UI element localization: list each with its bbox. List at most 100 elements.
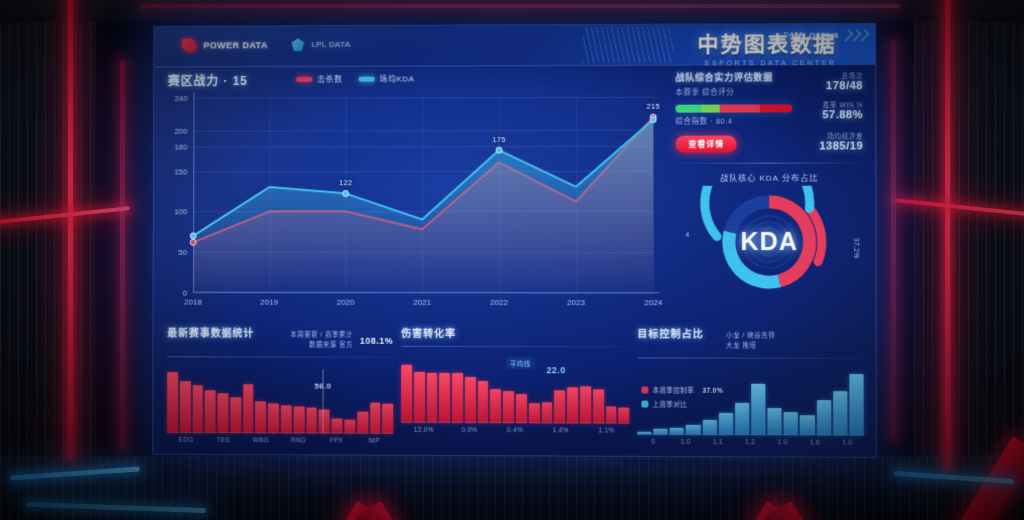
card-legend-1[interactable]: 上赛季对比 [641, 398, 687, 408]
bar[interactable] [268, 403, 279, 433]
card-damage-conversion: 伤害转化率 平均线 22.0 12.0% 0.0% 0.4% 1.4% 1.1% [401, 325, 630, 446]
brand-logo-group: POWER DATA LPL DATA [181, 38, 351, 52]
bar[interactable] [490, 388, 502, 424]
card-badge: 平均线 [505, 357, 535, 370]
bar[interactable] [204, 390, 216, 433]
x-axis-tick: WBG [252, 436, 270, 444]
bar[interactable] [318, 409, 330, 434]
rating-bar-segment-2 [719, 104, 760, 113]
view-details-button[interactable]: 查看详情 [675, 135, 738, 153]
bar[interactable] [382, 404, 394, 434]
neon-blue-floor-left [9, 466, 141, 481]
card-meta: 小龙 / 峡谷先锋 大龙 推塔 [725, 332, 776, 350]
bar[interactable] [816, 400, 831, 435]
page-subtitle: ESPORTS DATA CENTER [704, 60, 837, 68]
floor-chevron-left-a [293, 501, 383, 520]
card-x-labels: 12.0% 0.0% 0.4% 1.4% 1.1% [401, 427, 629, 435]
rail-divider [675, 162, 864, 164]
bar[interactable] [592, 389, 604, 424]
floor-chevron-right-a [703, 501, 793, 520]
team-rating-panel: 战队综合实力评估数据 本赛季 综合评分 总场次 178/48 综合指数 · 80… [675, 70, 864, 318]
header-tag: DATA [783, 32, 805, 40]
line-chart-legend[interactable]: 击杀数 场均KDA [296, 74, 415, 85]
floor-chevron-far-right [949, 436, 1024, 520]
bar[interactable] [293, 406, 305, 433]
brand-logo-icon [181, 38, 197, 52]
bar[interactable] [767, 408, 782, 435]
bar[interactable] [849, 373, 864, 436]
x-axis-tick: 0.4% [506, 427, 523, 435]
bar[interactable] [605, 406, 617, 424]
bar[interactable] [255, 401, 267, 433]
bar[interactable] [751, 384, 766, 435]
stage-truss-left [0, 0, 96, 520]
bar[interactable] [515, 394, 527, 424]
bar[interactable] [783, 412, 799, 435]
bar[interactable] [832, 391, 848, 436]
bar[interactable] [503, 391, 514, 424]
bar[interactable] [580, 386, 591, 424]
legend-label: 上赛季对比 [652, 401, 688, 409]
bar[interactable] [280, 405, 292, 433]
bar[interactable] [242, 384, 254, 433]
y-axis-tick: 180 [174, 142, 188, 152]
bar-baseline [167, 431, 394, 434]
bar[interactable] [718, 413, 733, 435]
bar[interactable] [477, 380, 489, 424]
secondary-logo-text: LPL DATA [311, 39, 351, 50]
bar[interactable] [800, 414, 815, 435]
card-x-labels: EDG TES WBG RNG FPX NIP [167, 436, 393, 444]
card-annotation: 22.0 [546, 365, 566, 376]
bar[interactable] [554, 390, 566, 424]
x-axis-tick: TES [216, 436, 231, 444]
x-axis-tick: 1.1 [712, 438, 723, 446]
rating-stat-value: 57.88% [822, 109, 864, 122]
bar[interactable] [464, 376, 476, 424]
card-legend-0[interactable]: 本赛季控制率 37.0% [641, 384, 723, 394]
legend-item-1[interactable]: 场均KDA [358, 74, 415, 85]
bar[interactable] [401, 364, 412, 423]
bar[interactable] [567, 387, 579, 424]
legend-item-0[interactable]: 击杀数 [296, 74, 343, 85]
bar[interactable] [618, 407, 630, 424]
bar[interactable] [452, 372, 463, 424]
bar[interactable] [528, 403, 540, 424]
bar[interactable] [426, 372, 438, 423]
bar-baseline [401, 421, 630, 424]
stage-floor-deck [0, 456, 1024, 520]
card-title: 目标控制占比 [637, 329, 704, 341]
neon-strip-left-1 [68, 0, 73, 460]
x-axis-tick: RNG [291, 436, 307, 444]
bar[interactable] [702, 419, 717, 435]
bar[interactable] [413, 371, 425, 423]
bar[interactable] [541, 402, 553, 424]
card-rule [637, 356, 864, 359]
y-axis-tick: 150 [174, 166, 188, 176]
bar[interactable] [217, 393, 229, 433]
bar[interactable] [192, 385, 204, 433]
x-axis-tick: 1.0 [842, 439, 853, 447]
bar[interactable] [167, 371, 178, 433]
bar[interactable] [179, 381, 191, 433]
x-axis-tick: 1.4% [552, 427, 569, 435]
bar[interactable] [306, 407, 317, 433]
rating-segmented-bar [675, 104, 793, 113]
bar[interactable] [230, 397, 241, 433]
x-axis-tick: 1.2 [745, 438, 756, 446]
bar[interactable] [357, 412, 368, 434]
stage-ceiling [0, 0, 1024, 22]
card-bar-chart: 平均线 22.0 [401, 355, 630, 424]
donut-right-label: 37.2% [852, 237, 860, 259]
led-video-wall: POWER DATA LPL DATA 中势图表数据 ESPORTS DATA … [152, 22, 877, 458]
data-point[interactable] [190, 233, 196, 239]
rating-bar-segment-1 [701, 104, 720, 113]
bar[interactable] [734, 402, 750, 435]
bar[interactable] [439, 372, 451, 423]
bar[interactable] [369, 402, 381, 434]
card-rule [401, 345, 630, 348]
x-axis-tick: 0 [651, 438, 656, 446]
bar[interactable] [331, 418, 343, 434]
brand-logo-text: POWER DATA [203, 39, 268, 50]
card-x-labels: 0 1.0 1.1 1.2 1.0 1.6 1.0 [637, 438, 863, 446]
bar-marker-label: 56.0 [314, 381, 332, 391]
